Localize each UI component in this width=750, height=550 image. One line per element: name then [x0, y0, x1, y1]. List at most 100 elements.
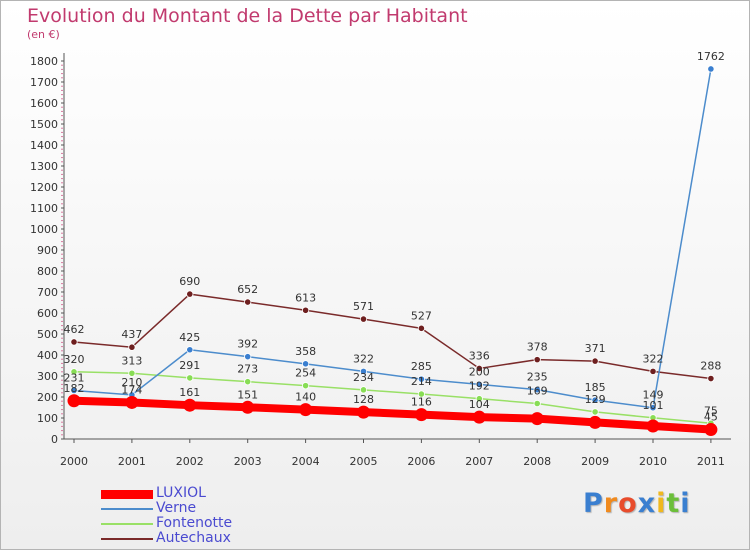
y-tick-label: 700 [37, 286, 58, 299]
y-tick-label: 0 [51, 433, 58, 446]
data-label-verne: 322 [353, 352, 374, 365]
data-label-autechaux: 437 [121, 328, 142, 341]
data-label-autechaux: 288 [700, 360, 721, 373]
data-point-fontenotte [475, 395, 483, 403]
data-point-verne [359, 367, 368, 375]
data-label-luxiol: 116 [411, 396, 432, 409]
data-point-luxiol [357, 405, 370, 419]
data-point-luxiol [67, 394, 81, 408]
data-label-verne: 1762 [697, 50, 725, 63]
data-label-autechaux: 690 [179, 275, 200, 288]
legend-label: Autechaux [156, 530, 231, 546]
data-point-autechaux [128, 343, 136, 351]
data-point-autechaux [533, 356, 541, 364]
data-point-autechaux [475, 364, 483, 373]
data-label-fontenotte: 192 [469, 380, 490, 393]
data-point-luxiol [414, 408, 428, 422]
x-tick-label: 2011 [697, 455, 725, 468]
data-label-autechaux: 652 [237, 283, 258, 296]
data-point-autechaux [186, 290, 194, 298]
chart-title: Evolution du Montant de la Dette par Hab… [27, 5, 468, 27]
y-tick-label: 1800 [30, 55, 58, 68]
data-point-luxiol [183, 398, 197, 412]
data-point-luxiol [472, 410, 486, 424]
data-point-fontenotte [70, 368, 78, 376]
data-point-luxiol [125, 395, 139, 409]
x-tick-label: 2010 [639, 455, 667, 468]
data-point-verne [244, 353, 252, 361]
data-label-verne: 425 [179, 331, 200, 344]
data-point-verne [70, 386, 78, 395]
data-label-fontenotte: 313 [121, 354, 142, 367]
data-point-verne [591, 396, 599, 404]
logo-letter: i [680, 488, 691, 519]
data-point-autechaux [244, 298, 252, 306]
data-point-autechaux [591, 357, 599, 365]
data-label-luxiol: 151 [237, 388, 258, 401]
data-point-verne [475, 380, 483, 388]
data-label-verne: 392 [237, 338, 258, 351]
data-point-autechaux [359, 315, 368, 323]
data-point-luxiol [299, 403, 313, 417]
data-label-fontenotte: 254 [295, 367, 316, 380]
series-line-verne [73, 68, 712, 409]
data-label-autechaux: 371 [585, 342, 606, 355]
data-point-fontenotte [301, 382, 310, 390]
logo-letter: P [583, 488, 604, 519]
data-label-autechaux: 527 [411, 309, 432, 322]
chart-subtitle: (en €) [27, 28, 60, 41]
data-label-luxiol: 161 [179, 386, 200, 399]
proxiti-logo: Proxiti [583, 488, 691, 519]
data-point-luxiol [241, 400, 255, 414]
y-tick-label: 1500 [30, 118, 58, 131]
x-tick-label: 2008 [523, 455, 551, 468]
data-label-autechaux: 378 [527, 341, 548, 354]
data-label-fontenotte: 273 [237, 363, 258, 376]
data-point-verne [186, 346, 194, 354]
data-point-autechaux [417, 324, 425, 332]
legend-label: LUXIOL [156, 485, 206, 501]
x-tick-label: 2000 [60, 455, 88, 468]
series-line-luxiol [70, 396, 715, 434]
data-point-autechaux [649, 367, 657, 375]
y-tick-label: 1600 [30, 97, 58, 110]
data-label-verne: 231 [64, 371, 85, 384]
data-label-verne: 235 [527, 371, 548, 384]
y-tick-label: 1200 [30, 181, 58, 194]
data-label-verne: 210 [121, 376, 142, 389]
x-tick-label: 2005 [350, 455, 378, 468]
data-label-fontenotte: 234 [353, 371, 374, 384]
y-tick-label: 1300 [30, 160, 58, 173]
data-label-autechaux: 462 [64, 323, 85, 336]
data-label-fontenotte: 320 [64, 353, 85, 366]
data-label-luxiol: 128 [353, 393, 374, 406]
data-label-fontenotte: 75 [704, 404, 718, 417]
legend-label: Fontenotte [156, 515, 233, 531]
data-point-verne [301, 360, 310, 368]
data-point-verne [533, 386, 541, 394]
logo-letter: i [656, 488, 667, 519]
data-label-verne: 185 [585, 381, 606, 394]
data-label-fontenotte: 101 [643, 399, 664, 412]
data-label-luxiol: 140 [295, 391, 316, 404]
data-point-autechaux [707, 374, 715, 383]
data-label-autechaux: 322 [643, 352, 664, 365]
data-point-luxiol [646, 419, 660, 433]
y-tick-label: 300 [37, 370, 58, 383]
x-tick-label: 2007 [465, 455, 493, 468]
data-label-luxiol: 182 [64, 382, 85, 395]
data-label-luxiol: 45 [704, 411, 718, 424]
x-tick-label: 2009 [581, 455, 609, 468]
logo-letter: r [603, 488, 619, 519]
x-tick-label: 2002 [176, 455, 204, 468]
y-tick-label: 1100 [30, 202, 58, 215]
data-point-autechaux [70, 338, 78, 346]
data-point-fontenotte [359, 386, 368, 394]
data-point-fontenotte [244, 378, 252, 386]
data-label-autechaux: 336 [469, 349, 490, 362]
data-label-verne: 285 [411, 360, 432, 373]
series-line-autechaux [73, 293, 712, 380]
data-label-fontenotte: 169 [527, 385, 548, 398]
x-tick-label: 2006 [407, 455, 435, 468]
legend-swatch [101, 523, 153, 525]
